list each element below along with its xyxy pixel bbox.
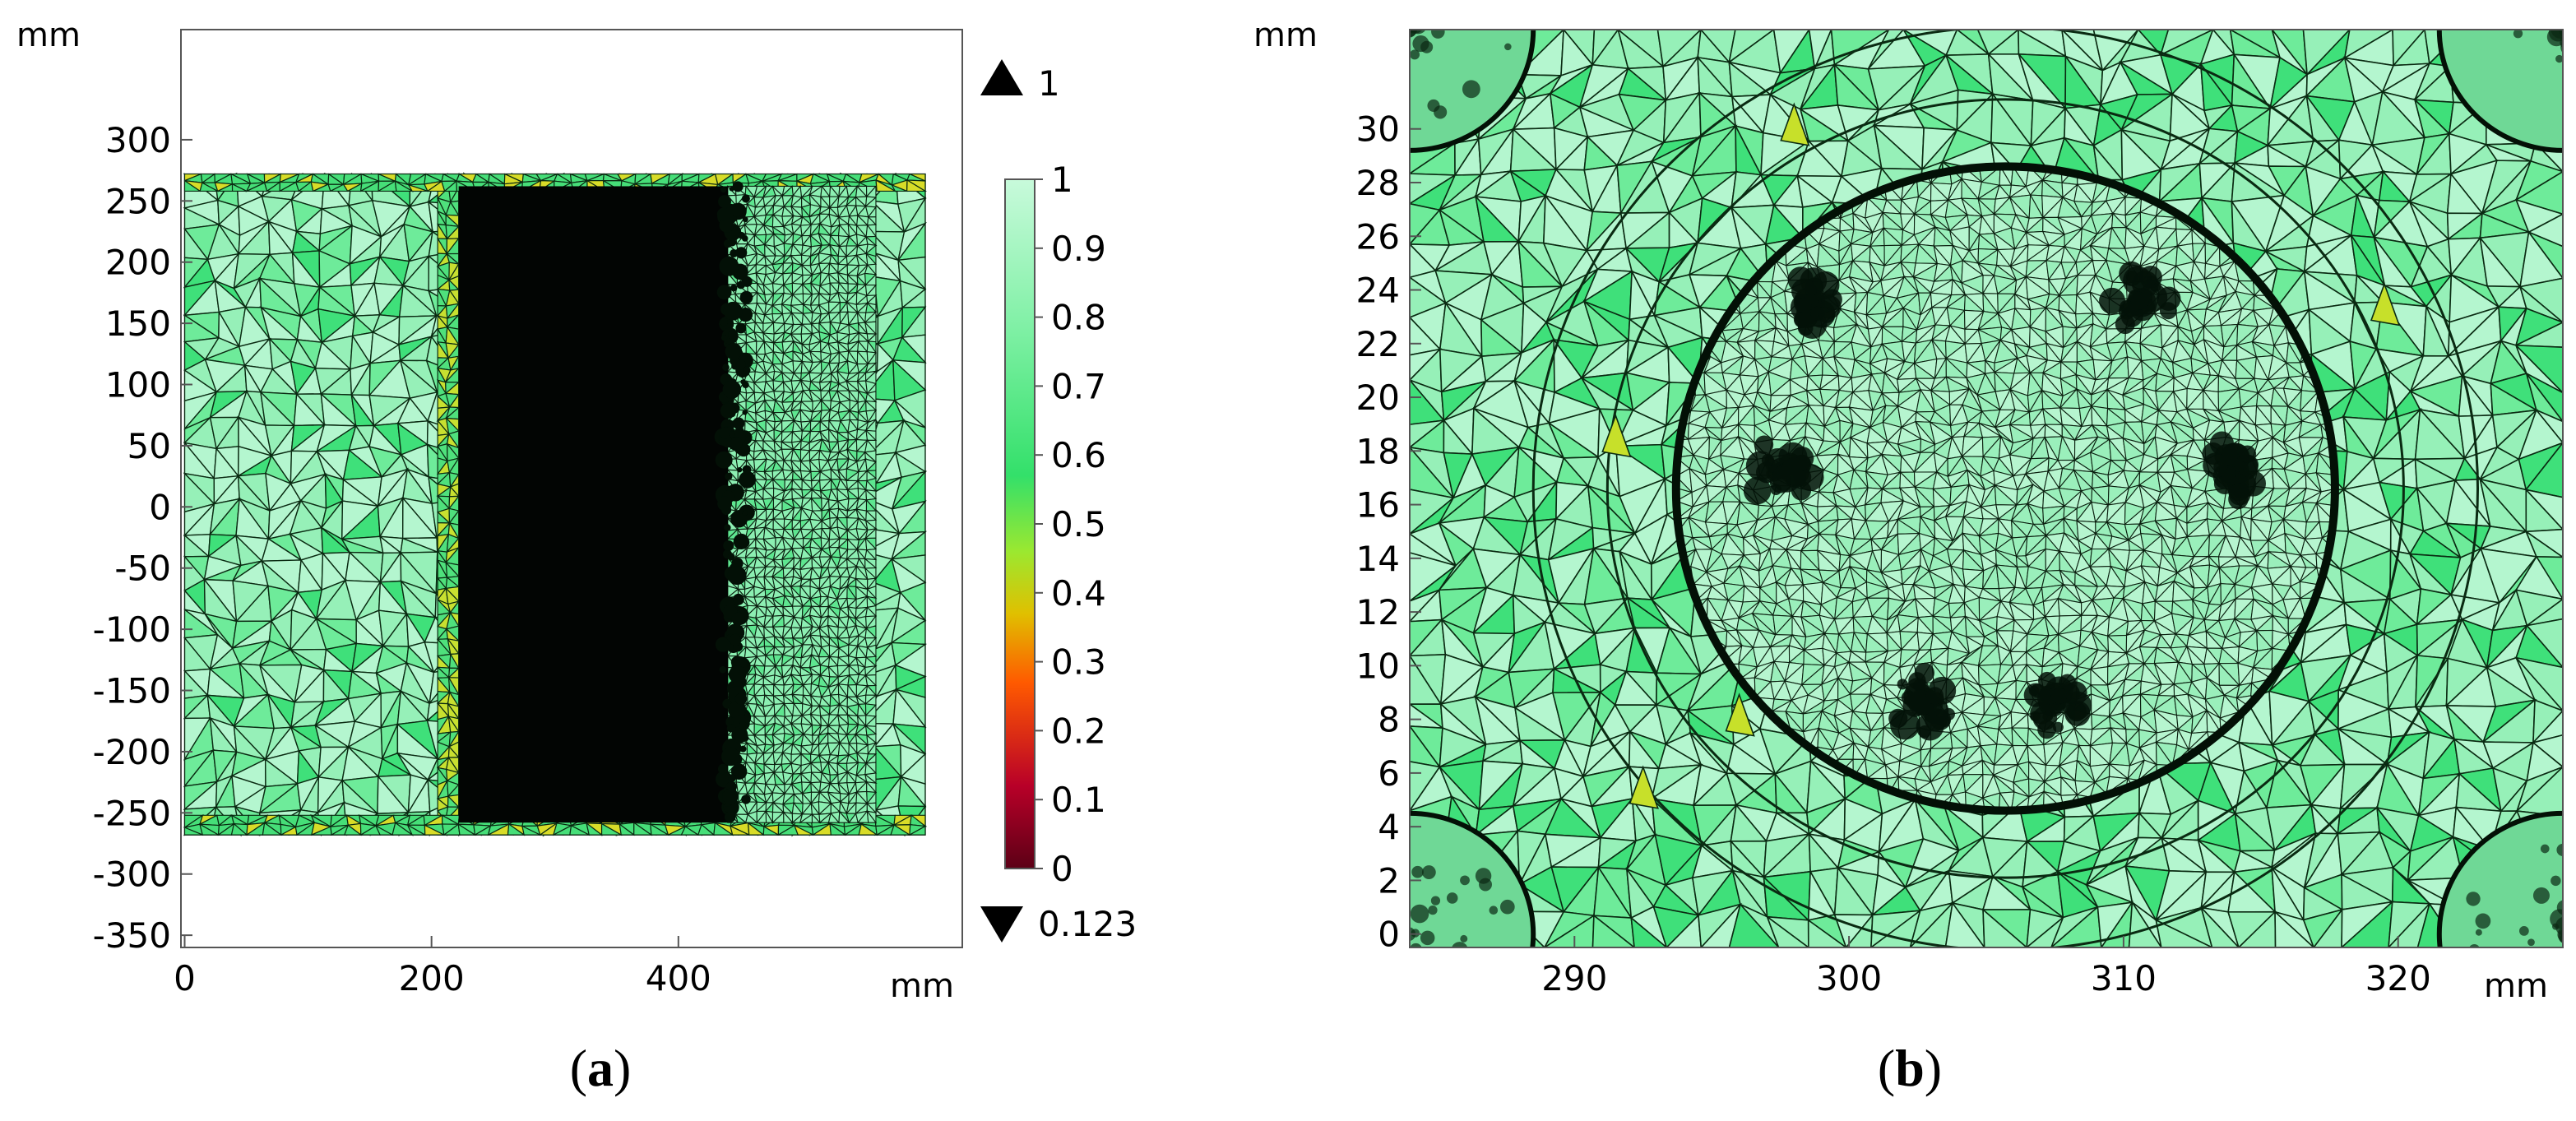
panel-b-y-tick-label: 22 <box>1356 324 1400 364</box>
panel-a-y-tick-label: -100 <box>93 609 171 650</box>
panel-b-y-tick-label: 26 <box>1356 216 1400 257</box>
colorbar-tick-label: 0.2 <box>1051 711 1106 751</box>
panel-b-x-tick-label: 320 <box>2365 958 2431 998</box>
colorbar-tick-label: 0.8 <box>1051 298 1106 338</box>
panel-b-mesh <box>1410 30 2563 947</box>
colorbar-tick-label: 0.9 <box>1051 229 1106 269</box>
panel-b-y-tick-label: 14 <box>1356 539 1400 579</box>
panel-a-y-tick-label: -350 <box>93 915 171 956</box>
panel-a-y-tick-label: 0 <box>149 487 171 527</box>
panel-b-x-tick-label: 290 <box>1541 958 1607 998</box>
colorbar-tick-label: 0.1 <box>1051 780 1106 820</box>
panel-b-low-quality-element <box>1629 765 1659 809</box>
panel-b-y-tick-label: 30 <box>1356 109 1400 150</box>
colorbar-ticks: 1 0.9 0.8 0.7 0.6 0.5 0.4 0.3 0.2 0.1 0 <box>1035 160 1106 889</box>
panel-b-y-tick-label: 6 <box>1378 753 1400 794</box>
panel-a-y-axis: 300 250 200 150 100 50 0 -50 -100 -150 -200 -250 -30… <box>93 120 192 956</box>
panel-a-x-tick-label: 200 <box>399 958 465 998</box>
panel-a-dense-mesh-region <box>458 186 728 823</box>
panel-b-ring <box>1531 30 2479 947</box>
panel-a-y-tick-label: -50 <box>114 549 171 589</box>
colorbar-tick-label: 0.6 <box>1051 435 1106 475</box>
panel-a: mm 300 250 200 150 100 50 0 -50 -100 -150 -200 -250… <box>16 16 963 1005</box>
panel-b-dark-cluster <box>2202 431 2267 510</box>
panel-a-y-tick-label: -200 <box>93 732 171 772</box>
panel-b-dark-cluster <box>2023 671 2092 739</box>
colorbar-scale <box>1004 178 1035 869</box>
panel-a-y-tick-label: -300 <box>93 855 171 895</box>
panel-b-dark-cluster <box>2099 261 2181 335</box>
panel-b-inner-boundary <box>1671 162 2339 815</box>
panel-b-y-tick-label: 4 <box>1378 807 1400 847</box>
colorbar-tick-label: 0.5 <box>1051 504 1106 544</box>
panel-b-y-unit: mm <box>1253 16 1318 54</box>
panel-b-x-unit: mm <box>2484 967 2548 1005</box>
panel-b-y-tick-label: 0 <box>1378 915 1400 955</box>
panel-a-mesh <box>183 171 928 837</box>
panel-a-boundary-strip <box>436 172 461 837</box>
panel-b-x-tick-label: 310 <box>2091 958 2157 998</box>
panel-b-x-axis: 290 300 310 320 <box>1541 936 2431 998</box>
colorbar-min-marker-icon <box>980 906 1023 943</box>
panel-a-dense-edge <box>714 181 757 823</box>
panel-a-y-unit: mm <box>16 16 81 54</box>
colorbar: 1 1 0.9 0.8 0.7 0.6 0.5 0.4 0.3 0.2 0.1 0 0.123 <box>980 59 1137 944</box>
panel-a-x-unit: mm <box>890 967 954 1005</box>
panel-a-x-tick-label: 0 <box>174 958 196 998</box>
panel-b-y-tick-label: 10 <box>1356 646 1400 686</box>
panel-a-caption: (a) <box>570 1039 632 1097</box>
colorbar-tick-label: 0.7 <box>1051 366 1106 406</box>
panel-a-axes-frame <box>180 29 963 948</box>
panel-a-x-axis: 0 200 400 <box>174 936 711 998</box>
colorbar-max-marker-icon <box>980 59 1023 95</box>
panel-b-low-quality-element <box>1725 693 1755 737</box>
panel-a-y-tick-label: 200 <box>105 243 171 283</box>
panel-b-y-tick-label: 18 <box>1356 431 1400 471</box>
colorbar-tick-label: 1 <box>1051 160 1073 200</box>
panel-b-y-tick-label: 16 <box>1356 485 1400 526</box>
panel-a-y-tick-label: 300 <box>105 120 171 160</box>
colorbar-tick-label: 0.4 <box>1051 573 1106 614</box>
panel-b-y-tick-label: 28 <box>1356 163 1400 203</box>
panel-b-caption: (b) <box>1878 1039 1942 1097</box>
colorbar-min-label: 0.123 <box>1038 904 1137 944</box>
panel-a-y-tick-label: 150 <box>105 303 171 344</box>
panel-b-dark-cluster <box>1743 435 1824 505</box>
panel-b-dark-cluster <box>1888 662 1957 741</box>
panel-b-low-quality-element <box>1780 102 1810 146</box>
panel-a-y-tick-label: -250 <box>93 793 171 833</box>
panel-b-low-quality-element <box>2370 282 2401 327</box>
panel-b-dark-cluster <box>1787 266 1842 339</box>
colorbar-tick-label: 0 <box>1051 849 1073 889</box>
panel-b-y-tick-label: 8 <box>1378 700 1400 740</box>
panel-b-ring <box>1605 98 2405 879</box>
panel-b-y-tick-label: 2 <box>1378 860 1400 901</box>
panel-a-y-tick-label: 50 <box>127 426 171 466</box>
panel-b-low-quality-element <box>1601 413 1632 458</box>
panel-a-x-tick-label: 400 <box>646 958 711 998</box>
colorbar-max-label: 1 <box>1038 63 1060 104</box>
panel-b-y-tick-label: 24 <box>1356 271 1400 311</box>
panel-b-y-tick-label: 12 <box>1356 592 1400 632</box>
panel-a-y-tick-label: -150 <box>93 671 171 711</box>
panel-a-y-tick-label: 250 <box>105 181 171 221</box>
colorbar-tick-label: 0.3 <box>1051 642 1106 683</box>
panel-b-x-tick-label: 300 <box>1816 958 1882 998</box>
panel-a-y-tick-label: 100 <box>105 365 171 405</box>
panel-b-y-tick-label: 20 <box>1356 378 1400 418</box>
panel-b-axes-frame <box>1409 29 2564 948</box>
